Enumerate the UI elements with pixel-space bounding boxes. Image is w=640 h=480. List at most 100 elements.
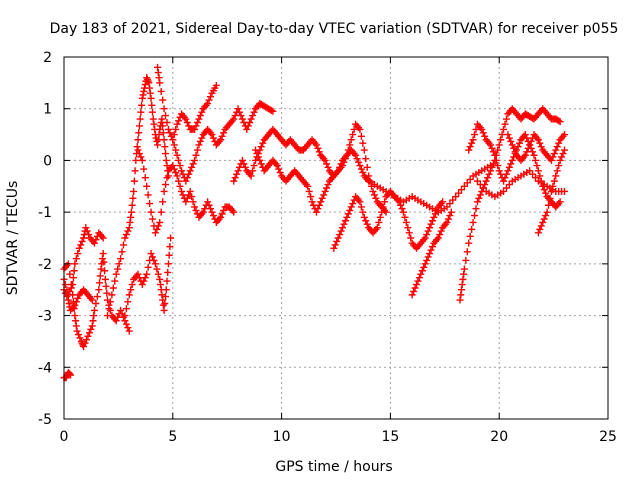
- data-point: [352, 151, 360, 159]
- data-point: [378, 208, 386, 216]
- data-point: [82, 336, 90, 344]
- data-point: [312, 141, 320, 149]
- data-point: [189, 198, 197, 206]
- data-point: [196, 112, 204, 120]
- data-point: [344, 210, 352, 218]
- data-point: [349, 200, 357, 208]
- data-point: [363, 220, 371, 228]
- data-point: [138, 94, 146, 102]
- plot-frame: [63, 56, 609, 420]
- data-point: [558, 153, 566, 161]
- data-point: [185, 170, 193, 178]
- data-point: [257, 143, 265, 151]
- data-point: [495, 141, 503, 149]
- data-point: [341, 217, 349, 225]
- data-point: [160, 105, 168, 113]
- series-arc-g: [134, 146, 238, 237]
- data-point: [552, 146, 560, 154]
- data-point: [315, 201, 323, 209]
- data-point: [420, 263, 428, 271]
- data-point: [145, 79, 153, 87]
- data-point: [144, 263, 152, 271]
- data-point: [411, 284, 419, 292]
- data-point: [434, 234, 442, 242]
- data-point: [253, 150, 261, 158]
- data-point: [134, 146, 142, 154]
- data-point: [127, 286, 135, 294]
- data-point: [481, 132, 489, 140]
- data-point: [556, 198, 564, 206]
- data-point: [126, 218, 134, 226]
- data-point: [153, 265, 161, 273]
- data-point: [134, 136, 142, 144]
- data-point: [251, 146, 259, 154]
- data-point: [125, 224, 133, 232]
- data-point: [66, 370, 74, 378]
- data-point: [244, 122, 252, 130]
- data-point: [424, 253, 432, 261]
- data-point: [88, 322, 96, 330]
- data-point: [241, 163, 249, 171]
- data-point: [112, 270, 120, 278]
- data-point: [172, 168, 180, 176]
- data-point: [249, 112, 257, 120]
- data-point: [257, 160, 265, 168]
- data-point: [169, 136, 177, 144]
- data-point: [505, 134, 513, 142]
- data-point: [147, 208, 155, 216]
- data-point: [156, 281, 164, 289]
- data-point: [188, 193, 196, 201]
- data-point: [178, 167, 186, 175]
- data-point: [488, 144, 496, 152]
- data-point: [511, 148, 519, 156]
- data-point: [360, 213, 368, 221]
- data-point: [71, 301, 79, 309]
- data-point: [485, 170, 493, 178]
- data-point: [330, 244, 338, 252]
- data-point: [199, 208, 207, 216]
- data-point: [100, 258, 108, 266]
- data-point: [497, 136, 505, 144]
- data-point: [138, 156, 146, 164]
- data-point: [147, 250, 155, 258]
- data-point: [321, 156, 329, 164]
- data-point: [109, 284, 117, 292]
- data-point: [546, 194, 554, 202]
- data-point: [173, 120, 181, 128]
- data-point: [170, 165, 178, 173]
- data-point: [537, 143, 545, 151]
- data-point: [148, 101, 156, 109]
- data-point: [240, 160, 248, 168]
- data-point: [415, 274, 423, 282]
- data-point: [148, 215, 156, 223]
- data-point: [514, 143, 522, 151]
- data-point: [234, 105, 242, 113]
- data-point: [131, 167, 139, 175]
- data-point: [130, 177, 138, 185]
- data-point: [137, 108, 145, 116]
- y-tick-label: -5: [38, 412, 52, 428]
- data-point: [236, 108, 244, 116]
- data-point: [334, 234, 342, 242]
- data-point: [555, 117, 563, 125]
- data-point: [549, 153, 557, 161]
- data-point: [489, 148, 497, 156]
- data-point: [85, 329, 93, 337]
- data-point: [336, 231, 344, 239]
- data-point: [150, 120, 158, 128]
- data-point: [315, 148, 323, 156]
- series-arc-e: [104, 74, 172, 320]
- data-point: [247, 115, 255, 123]
- data-point: [276, 168, 284, 176]
- data-point: [164, 268, 172, 276]
- x-tick-label: 5: [168, 429, 177, 445]
- data-point: [191, 203, 199, 211]
- data-point: [468, 225, 476, 233]
- data-point: [156, 218, 164, 226]
- data-point: [421, 234, 429, 242]
- data-point: [460, 265, 468, 273]
- data-point: [502, 115, 510, 123]
- data-point: [542, 212, 550, 220]
- data-point: [95, 286, 103, 294]
